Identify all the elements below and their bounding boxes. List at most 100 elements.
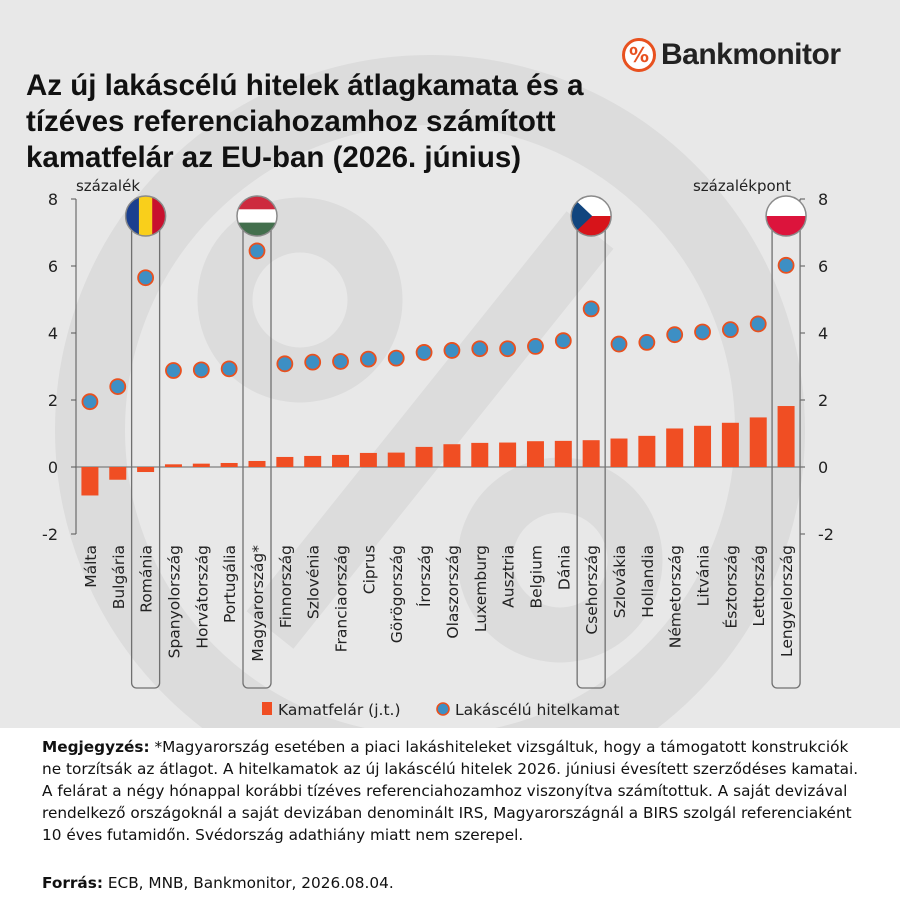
bar: [666, 428, 684, 467]
y-tick-label-right: 0: [818, 458, 828, 477]
y-tick-label-right: 8: [818, 190, 828, 209]
bar: [749, 417, 767, 467]
bar: [526, 441, 544, 467]
y-axis-label-left: százalék: [76, 177, 140, 195]
y-tick-label-left: 2: [48, 391, 58, 410]
watermark-percent-icon: [55, 55, 805, 728]
data-point: [499, 340, 517, 358]
plot-area: -2 -2 0 0 2 2 4 4 6 6 8 8 százalék százalékpont Málta B…: [42, 177, 834, 719]
data-point: [582, 300, 600, 318]
poland-flag-icon: [766, 196, 807, 236]
data-point: [666, 326, 684, 344]
bar: [387, 452, 405, 467]
flag-border: [765, 195, 807, 237]
category-label: Szlovénia: [305, 545, 323, 619]
data-point: [137, 269, 155, 287]
title-line: Az új lakáscélú hitelek átlagkamata és a: [26, 69, 584, 102]
data-point: [248, 242, 266, 260]
category-label: Spanyolország: [165, 545, 183, 658]
category-label: Írország: [415, 545, 434, 607]
category-label: Lengyelország: [778, 545, 796, 657]
czech-flag-icon: [571, 196, 612, 236]
category-label: Málta: [82, 545, 100, 588]
category-label: Luxemburg: [472, 545, 490, 632]
category-label: Belgium: [527, 545, 545, 609]
category-label: Szlovákia: [611, 545, 629, 618]
data-point: [304, 353, 322, 371]
bar: [582, 440, 600, 467]
category-label: Lettország: [750, 545, 768, 626]
bar: [248, 460, 266, 467]
footnote: Megjegyzés: *Magyarország esetében a pia…: [42, 736, 872, 846]
category-label: Franciaország: [333, 545, 351, 652]
bar: [443, 444, 461, 467]
y-tick-label-right: 4: [818, 324, 828, 343]
category-label: Görögország: [388, 545, 406, 643]
category-label: Olaszország: [444, 545, 462, 639]
data-point: [610, 335, 628, 353]
y-tick-label-left: 6: [48, 257, 58, 276]
data-point: [443, 342, 461, 359]
y-tick-label-left: 8: [48, 190, 58, 209]
data-point: [359, 350, 377, 368]
data-point: [527, 337, 544, 355]
bar: [332, 454, 350, 467]
y-tick-label-left: -2: [42, 525, 58, 544]
y-tick-label-left: 0: [48, 458, 58, 477]
data-point: [332, 353, 349, 370]
source-text: ECB, MNB, Bankmonitor, 2026.08.04.: [102, 874, 394, 892]
bar: [638, 435, 656, 467]
category-label: Dánia: [555, 545, 573, 590]
legend-bar-swatch: [262, 702, 272, 715]
bar: [164, 464, 182, 467]
footnote-label: Megjegyzés:: [42, 738, 150, 756]
category-label: Románia: [138, 545, 156, 613]
data-point: [81, 393, 99, 411]
category-label: Ciprus: [360, 545, 378, 594]
data-point: [777, 256, 795, 274]
brand-name: Bankmonitor: [661, 38, 841, 71]
bar: [777, 406, 795, 467]
bar: [220, 462, 238, 467]
source-label: Forrás:: [42, 874, 103, 892]
flag-border: [124, 195, 167, 237]
category-label: Litvánia: [695, 545, 713, 606]
data-point: [192, 361, 210, 379]
flag-border: [570, 195, 612, 237]
data-point: [109, 378, 127, 396]
y-tick-label-right: -2: [818, 525, 834, 544]
category-label: Finnország: [277, 545, 295, 628]
y-tick-label-right: 2: [818, 391, 828, 410]
legend-label: Lakáscélú hitelkamat: [455, 701, 619, 719]
chart-title: Az új lakáscélú hitelek átlagkamata és a…: [26, 68, 726, 176]
brand-logo: % Bankmonitor: [622, 38, 841, 72]
data-point: [415, 344, 433, 361]
category-label: Észtország: [721, 545, 740, 629]
data-point: [387, 349, 405, 367]
y-tick-label-right: 6: [818, 257, 828, 276]
legend-label: Kamatfelár (j.t.): [278, 701, 401, 719]
legend-dot-swatch: [436, 702, 450, 716]
bar: [109, 467, 127, 480]
category-label: Csehország: [583, 545, 601, 635]
bar: [81, 467, 99, 496]
flag-border: [236, 195, 278, 237]
bar: [610, 438, 628, 467]
data-point: [721, 321, 739, 339]
y-tick-label-left: 4: [48, 324, 58, 343]
data-point: [749, 315, 767, 333]
bar: [192, 463, 210, 467]
bar: [554, 440, 572, 467]
bar: [276, 456, 294, 467]
bar: [694, 425, 712, 467]
bar: [415, 446, 433, 467]
bar: [721, 422, 739, 467]
category-label: Horvátország: [193, 545, 211, 649]
category-label: Magyarország*: [249, 545, 267, 662]
data-point: [165, 362, 182, 379]
category-label: Ausztria: [500, 545, 518, 608]
data-point: [554, 332, 572, 350]
title-line: tízéves referenciahozamhoz számított: [26, 105, 556, 138]
bar: [304, 455, 322, 467]
footnote-text: *Magyarország esetében a piaci lakáshite…: [42, 738, 859, 844]
